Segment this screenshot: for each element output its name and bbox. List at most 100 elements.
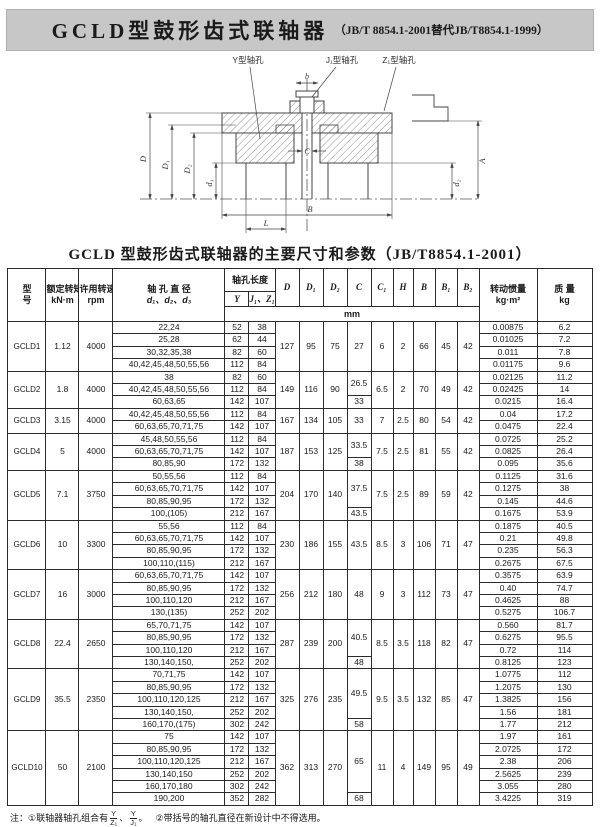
cell-C1: 11 [370, 730, 394, 806]
cell-length-y: 302 [224, 780, 250, 794]
cell-D: 187 [274, 432, 300, 471]
cell-length-jz: 167 [248, 593, 276, 608]
cell-mass: 7.2 [536, 333, 593, 347]
cell-length-jz: 84 [248, 469, 276, 484]
cell-length-jz: 84 [248, 358, 276, 372]
cell-mass: 130 [536, 680, 593, 695]
col-header-bore: 轴 孔 直 径 d₁、d₂、d₃ [112, 268, 226, 322]
hub-right [319, 132, 379, 164]
cell-length-jz: 132 [248, 544, 276, 558]
cell-D: 167 [274, 407, 300, 434]
table-row: GCLD9 35.5 2350 70,71,75 142 107 325 276 235 49.5… [7, 668, 593, 732]
cell-length-jz: 107 [248, 482, 276, 496]
cell-H: 2 [392, 370, 414, 409]
cell-mass: 16.4 [536, 395, 593, 409]
cell-bore-diameters: 100,110,120,125 [112, 755, 226, 769]
dim-label-d1: d₁ [204, 179, 214, 186]
cell-inertia: 0.1125 [478, 469, 538, 484]
leader-y-hole [249, 66, 261, 140]
cell-inertia: 0.00875 [478, 320, 538, 335]
table-row: GCLD2 1.8 4000 38 82 60 149 116 90 26.5 6.5 2 70 49 42… [7, 370, 593, 409]
cell-mass: 14 [536, 383, 593, 397]
cell-mass: 38 [536, 482, 593, 496]
cell-bore-diameters: 65,70,71,75 [112, 618, 226, 633]
cell-bore-diameters: 130,(135) [112, 606, 226, 620]
table-row: 40,42,45,48,50,55,56 112 84 0.01175 9.6 [8, 358, 593, 372]
cell-B2: 42 [456, 407, 480, 434]
cell-C: 38 [346, 457, 372, 471]
cell-B2: 47 [456, 569, 480, 620]
cell-D1: 186 [298, 519, 324, 571]
col-header-length: 轴孔长度 [224, 268, 276, 292]
cell-bore-diameters: 70,71,75 [112, 668, 226, 682]
cell-inertia: 0.8125 [478, 655, 538, 670]
cell-H: 2.5 [392, 469, 414, 521]
cell-length-y: 252 [224, 606, 250, 620]
label-y-hole: Y型轴孔 [232, 55, 264, 65]
cell-mass: 25.2 [536, 432, 593, 447]
cell-B: 66 [412, 321, 436, 372]
cell-length-jz: 282 [248, 792, 276, 806]
cell-bore-diameters: 80,85,90,95 [112, 742, 226, 757]
cell-B2: 47 [456, 519, 480, 571]
dim-label-L: L [263, 218, 269, 228]
cell-length-y: 172 [224, 581, 250, 595]
cell-length-y: 52 [224, 320, 250, 335]
table-row: GCLD1 1.12 4000 22,24 52 38 127 95 75 27 6 2 66 45 42 0… [7, 320, 593, 372]
cell-bore-diameters: 80,85,90,95 [112, 631, 226, 645]
cell-H: 3.5 [392, 668, 414, 732]
cell-inertia: 0.145 [478, 494, 538, 509]
cell-C: 43.5 [346, 519, 372, 571]
cell-bore-diameters: 80,85,90,95 [112, 680, 226, 695]
cell-mass: 88 [536, 593, 593, 608]
cell-length-y: 172 [224, 544, 250, 558]
shaft-right [327, 162, 369, 199]
dim-label-C: C [304, 147, 310, 156]
bolt-shank [299, 96, 315, 114]
cell-mass: 95.5 [536, 631, 593, 645]
cell-torque: 5 [45, 432, 80, 471]
cell-length-jz: 107 [248, 569, 276, 583]
col-header-C1: C₁ [370, 268, 394, 307]
table-row: 80,85,90,95 172 132 0.145 44.6 [8, 494, 593, 509]
cell-C: 68 [346, 792, 372, 806]
cell-model: GCLD5 [7, 469, 47, 521]
cell-inertia: 0.560 [478, 618, 538, 633]
dim-label-d2: d₂ [451, 179, 461, 186]
cell-C1: 9 [370, 569, 394, 620]
table-row: 100,110,120 212 167 0.72 114 [8, 643, 593, 657]
cell-speed: 4000 [78, 407, 114, 434]
cell-mass: 31.6 [536, 469, 593, 484]
cell-length-y: 252 [224, 767, 250, 782]
cell-B2: 42 [456, 321, 480, 372]
cell-bore-diameters: 130,140,150, [112, 705, 226, 720]
cell-D2: 75 [322, 321, 348, 372]
col-header-C: C [346, 268, 372, 307]
cell-mass: 53.9 [536, 507, 593, 521]
table-row: 60,63,65,70,71,75 142 107 0.1275 38 [8, 482, 593, 496]
cell-length-y: 212 [224, 643, 250, 657]
cell-mass: 11.2 [536, 370, 593, 385]
cell-length-jz: 167 [248, 755, 276, 769]
cell-D2: 155 [322, 519, 348, 571]
cell-inertia: 1.0775 [478, 668, 538, 682]
gear-teeth-left [275, 124, 295, 134]
cell-bore-diameters: 25,28 [112, 333, 226, 347]
bolt-head [295, 90, 319, 98]
table-row: 130,140,150, 252 202 48 0.8125 123 [8, 655, 593, 670]
cell-inertia: 0.0725 [478, 432, 538, 447]
cell-B: 81 [412, 432, 436, 471]
cell-D1: 276 [298, 668, 324, 732]
cell-mass: 40.5 [536, 519, 593, 533]
cell-inertia: 0.40 [478, 581, 538, 595]
cell-D2: 270 [322, 730, 348, 806]
cell-H: 2 [392, 321, 414, 372]
cell-bore-diameters: 75 [112, 730, 226, 744]
cell-inertia: 2.0725 [478, 742, 538, 757]
cell-speed: 4000 [78, 321, 114, 372]
cell-model: GCLD8 [7, 618, 47, 670]
cell-speed: 2100 [78, 730, 114, 806]
cell-B2: 42 [456, 370, 480, 409]
table-row: 80,85,90,95 172 132 1.2075 130 [8, 680, 593, 695]
dim-label-A: A [477, 158, 487, 165]
